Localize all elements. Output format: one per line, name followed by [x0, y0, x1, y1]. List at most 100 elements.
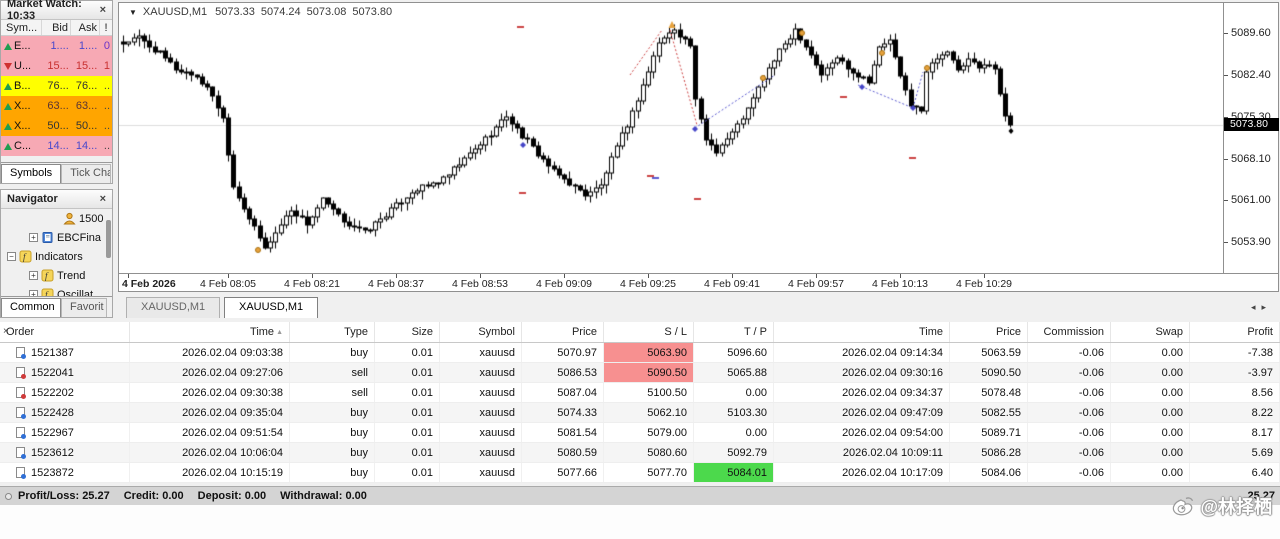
order-row[interactable]: 1522967 2026.02.04 09:51:54 buy 0.01 xauusd 5…	[0, 423, 1280, 443]
cell-value: 1522967	[31, 426, 74, 439]
time-axis-tick	[900, 274, 901, 278]
column-header-close_time[interactable]: Time	[774, 322, 950, 342]
column-header-swap[interactable]: Swap	[1111, 322, 1190, 342]
order-row[interactable]: 1523612 2026.02.04 10:06:04 buy 0.01 xauusd 5…	[0, 443, 1280, 463]
cell-swap: 0.00	[1111, 363, 1190, 382]
market-watch-row[interactable]: C... 14... 14.....	[1, 136, 112, 156]
buy-order-icon	[16, 467, 26, 479]
time-axis-tick	[648, 274, 649, 278]
column-header-ask[interactable]: Ask	[70, 20, 99, 35]
order-row[interactable]: 1523872 2026.02.04 10:15:19 buy 0.01 xauusd 5…	[0, 463, 1280, 483]
column-header-spread[interactable]: !	[99, 20, 112, 35]
tab-favorites[interactable]: Favorit	[61, 298, 107, 317]
cell-commission: -0.06	[1028, 363, 1111, 382]
chart-dropdown-icon[interactable]: ▼	[129, 7, 137, 17]
order-row[interactable]: 1522428 2026.02.04 09:35:04 buy 0.01 xauusd 5…	[0, 403, 1280, 423]
column-header-time[interactable]: Time ▲	[130, 322, 290, 342]
tab-scroll-left-icon[interactable]: ◂	[1250, 302, 1262, 312]
svg-text:f: f	[45, 290, 49, 300]
cell-value: 5080.59	[557, 446, 597, 459]
cell-value: 2026.02.04 10:15:19	[182, 466, 283, 479]
cell-value: 1521387	[31, 346, 74, 359]
price-up-arrow-icon	[4, 42, 12, 50]
market-watch-close-icon[interactable]: ×	[99, 3, 106, 16]
column-header-type[interactable]: Type	[290, 322, 375, 342]
navigator-close-icon[interactable]: ×	[99, 192, 106, 205]
navigator-scrollbar-thumb[interactable]	[106, 220, 111, 258]
symbol-cell: X...	[1, 120, 40, 132]
tree-expander[interactable]: +	[29, 233, 38, 242]
watermark: @林择栖	[1171, 493, 1272, 519]
tab-scroll-right-icon[interactable]: ▸	[1261, 302, 1272, 312]
chart-tab-2[interactable]: XAUUSD,M1	[224, 297, 319, 318]
cell-value: 8.22	[1251, 406, 1273, 419]
cell-price: 5087.04	[522, 383, 604, 402]
price-axis-tick	[1224, 75, 1228, 76]
cell-swap: 0.00	[1111, 443, 1190, 462]
tab-tick-chart[interactable]: Tick Cha	[61, 164, 112, 183]
tab-scroll-arrows[interactable]: ◂▸	[1251, 302, 1272, 313]
column-header-symbol[interactable]: Symbol	[440, 322, 522, 342]
column-header-label: Size	[411, 326, 433, 338]
navigator-tree-item[interactable]: 1500	[1, 209, 112, 228]
market-watch-tabstrip: Symbols Tick Cha	[1, 162, 112, 183]
chart-canvas[interactable]	[119, 3, 1223, 273]
bottom-strip	[0, 505, 1280, 539]
order-row[interactable]: 1521387 2026.02.04 09:03:38 buy 0.01 xauusd 5…	[0, 343, 1280, 363]
cell-value: xauusd	[479, 406, 515, 419]
price-axis-tick	[1224, 117, 1228, 118]
order-row[interactable]: 1522041 2026.02.04 09:27:06 sell 0.01 xauusd…	[0, 363, 1280, 383]
market-watch-row[interactable]: B... 76... 76.....	[1, 76, 112, 96]
cell-time: 2026.02.04 09:35:04	[130, 403, 290, 422]
column-header-bid[interactable]: Bid	[41, 20, 70, 35]
column-header-tp[interactable]: T / P	[694, 322, 774, 342]
column-header-profit[interactable]: Profit	[1190, 322, 1280, 342]
summary-status-icon	[5, 493, 12, 500]
bid-cell: 14...	[47, 140, 69, 152]
symbol-cell: B...	[1, 80, 40, 92]
order-row[interactable]: 1522202 2026.02.04 09:30:38 sell 0.01 xauusd…	[0, 383, 1280, 403]
column-header-price[interactable]: Price	[522, 322, 604, 342]
market-watch-row[interactable]: E... 1.... 1.... 0	[1, 36, 112, 56]
summary-withdrawal: Withdrawal: 0.00	[280, 490, 367, 502]
market-watch-row[interactable]: X... 50... 50.....	[1, 116, 112, 136]
market-watch-row[interactable]: U... 15... 15... 1	[1, 56, 112, 76]
chart-window: ▼ XAUUSD,M1 5073.33 5074.24 5073.08 5073…	[118, 2, 1279, 292]
cell-commission: -0.06	[1028, 423, 1111, 442]
cell-value: 5063.59	[981, 346, 1021, 359]
column-header-sl[interactable]: S / L	[604, 322, 694, 342]
summary-total: 25.27	[1247, 490, 1275, 502]
time-axis-tick	[984, 274, 985, 278]
cell-value: 1522041	[31, 366, 74, 379]
navigator-tree-item[interactable]: + f Trend	[1, 266, 112, 285]
tab-symbols[interactable]: Symbols	[1, 164, 62, 183]
terminal-close-icon[interactable]: ×	[3, 326, 9, 337]
column-header-label: Commission	[1043, 326, 1104, 338]
cell-value: 5089.71	[981, 426, 1021, 439]
tree-expander[interactable]: −	[7, 252, 16, 261]
tab-common[interactable]: Common	[1, 298, 61, 317]
cell-close_price: 5086.28	[950, 443, 1028, 462]
cell-value: 5077.70	[647, 466, 687, 479]
market-watch-row[interactable]: X... 63... 63.....	[1, 96, 112, 116]
market-watch-rows: E... 1.... 1.... 0 U... 15... 15... 1 B... 76... 7…	[1, 36, 112, 156]
price-axis-label: 5053.90	[1231, 236, 1271, 248]
column-header-order[interactable]: Order	[0, 322, 130, 342]
column-header-close_price[interactable]: Price	[950, 322, 1028, 342]
cell-value: buy	[350, 406, 368, 419]
tree-expander[interactable]: +	[29, 271, 38, 280]
symbol-label: C...	[14, 140, 32, 152]
navigator-panel: Navigator × 1500 + EBCFina − f Indicators + f Tr…	[0, 189, 113, 318]
navigator-tree-item[interactable]: − f Indicators	[1, 247, 112, 266]
cell-value: 2026.02.04 09:47:09	[842, 406, 943, 419]
column-header-commission[interactable]: Commission	[1028, 322, 1111, 342]
chart-tab-1[interactable]: XAUUSD,M1	[126, 297, 221, 318]
column-header-size[interactable]: Size	[375, 322, 440, 342]
navigator-tree-item[interactable]: + EBCFina	[1, 228, 112, 247]
spread-cell: 0	[103, 40, 111, 52]
cell-value: 5090.50	[981, 366, 1021, 379]
cell-type: sell	[290, 363, 375, 382]
column-header-symbol[interactable]: Sym...	[6, 21, 38, 34]
cell-size: 0.01	[375, 443, 440, 462]
